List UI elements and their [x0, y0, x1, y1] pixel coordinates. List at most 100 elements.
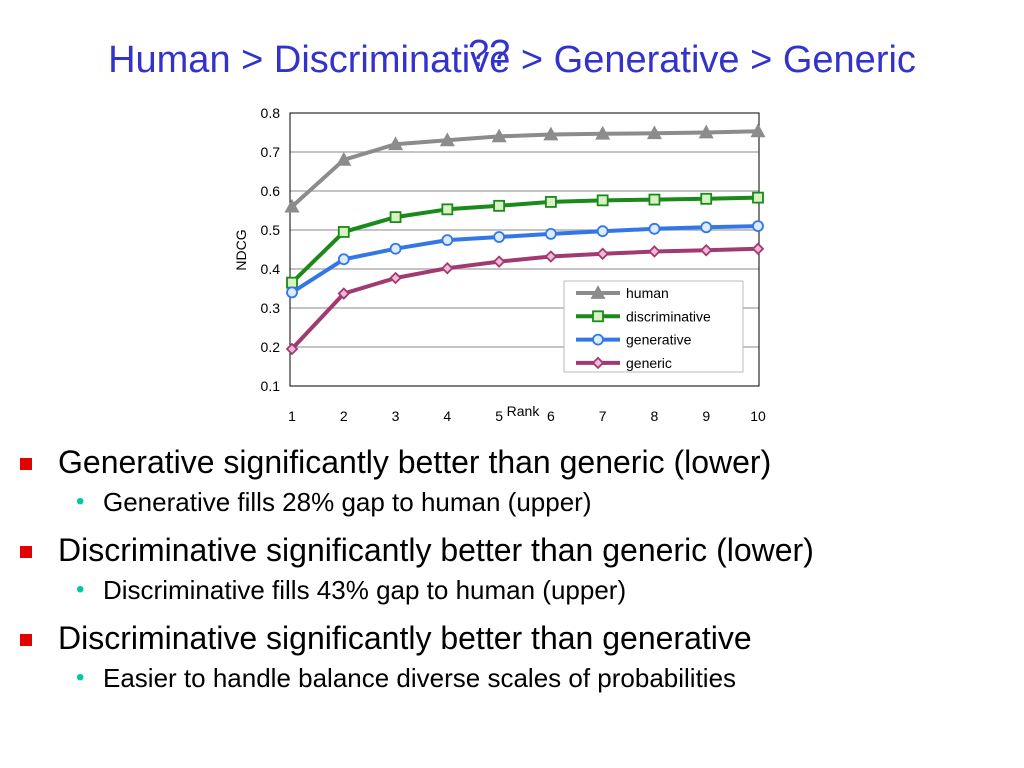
data-point-generic — [699, 244, 713, 257]
sub-bullet-text: Discriminative fills 43% gap to human (u… — [103, 575, 627, 605]
data-point-generative — [337, 253, 350, 266]
data-point-discriminative — [441, 203, 454, 216]
data-point-generic — [751, 242, 765, 255]
y-tick-label: 0.6 — [261, 183, 281, 199]
data-point-generative — [700, 221, 713, 234]
ndcg-chart: 0.1 0.2 0.3 0.4 0.5 0.6 0.7 0.8 1 2 3 4 5 6 7 8 9 10 NDC… — [233, 105, 766, 424]
data-point-human — [646, 125, 662, 140]
data-point-generic — [544, 250, 558, 263]
data-point-discriminative — [544, 196, 557, 208]
bullet-list: Generative significantly better than gen… — [0, 440, 1024, 704]
x-tick-labels: 1 2 3 4 5 6 7 8 9 10 — [288, 408, 766, 424]
y-axis-label: NDCG — [233, 229, 249, 270]
data-point-human — [491, 128, 507, 143]
y-tick-label: 0.2 — [261, 339, 281, 355]
series-line-discriminative — [290, 195, 759, 285]
bullet-marker-icon — [20, 634, 32, 646]
data-point-discriminative — [596, 194, 609, 207]
data-point-generative — [286, 286, 298, 299]
legend-marker-icon — [591, 356, 605, 370]
legend-items: human discriminative generative generic — [576, 285, 711, 371]
sub-bullet-dot-icon: • — [76, 488, 85, 515]
legend-item-human: human — [576, 285, 669, 301]
data-point-human — [595, 125, 611, 140]
legend-item-generative: generative — [576, 332, 692, 348]
data-point-generic — [596, 247, 609, 261]
legend-label: generic — [626, 355, 672, 371]
legend-marker-icon — [590, 285, 606, 299]
x-tick-label: 9 — [702, 408, 710, 424]
series-line-human — [290, 129, 759, 209]
data-point-discriminative — [337, 226, 350, 238]
legend-item-discriminative: discriminative — [576, 308, 711, 324]
data-point-discriminative — [752, 191, 764, 204]
y-tick-label: 0.5 — [261, 222, 281, 238]
data-point-human — [284, 198, 300, 213]
bullet-marker-icon — [20, 546, 32, 558]
x-tick-label: 3 — [392, 408, 400, 424]
bullet-item: Discriminative significantly better than… — [0, 528, 1024, 572]
bullet-text: Discriminative significantly better than… — [58, 620, 752, 656]
legend: human discriminative generative generic — [563, 280, 744, 373]
title-overlay-mark: ?? — [468, 33, 511, 75]
series-layer — [284, 123, 766, 356]
series-human — [284, 123, 766, 213]
data-point-generative — [493, 231, 506, 243]
x-tick-label: 1 — [288, 408, 296, 424]
data-point-human — [388, 136, 404, 151]
series-line-generative — [290, 224, 759, 295]
x-tick-label: 4 — [443, 408, 451, 424]
y-tick-label: 0.1 — [261, 378, 281, 394]
data-point-generic — [285, 342, 299, 356]
sub-bullet-item: • Discriminative fills 43% gap to human … — [0, 572, 1024, 608]
sub-bullet-item: • Generative fills 28% gap to human (upp… — [0, 484, 1024, 520]
series-discriminative — [286, 191, 764, 289]
data-point-human — [750, 123, 766, 138]
sub-bullet-dot-icon: • — [76, 664, 85, 691]
bullet-marker-icon — [20, 458, 32, 470]
x-tick-label: 6 — [547, 408, 555, 424]
data-point-discriminative — [648, 193, 661, 206]
data-point-generative — [441, 234, 454, 247]
legend-label: human — [626, 285, 669, 301]
data-point-generic — [441, 261, 454, 275]
data-point-generic — [337, 287, 351, 300]
x-tick-label: 5 — [495, 408, 503, 424]
legend-label: discriminative — [626, 308, 711, 324]
data-point-generative — [648, 222, 661, 235]
x-tick-label: 10 — [750, 408, 766, 424]
data-point-generic — [492, 255, 506, 268]
y-tick-label: 0.8 — [261, 105, 281, 121]
legend-marker-icon — [592, 310, 604, 323]
series-line-generic — [290, 246, 759, 351]
sub-bullet-item: • Easier to handle balance diverse scale… — [0, 660, 1024, 696]
data-point-generative — [596, 225, 609, 238]
bullet-item: Generative significantly better than gen… — [0, 440, 1024, 484]
y-tick-label: 0.4 — [261, 261, 281, 277]
data-point-human — [543, 126, 559, 141]
sub-bullet-text: Easier to handle balance diverse scales … — [103, 663, 737, 693]
y-tick-label: 0.3 — [261, 300, 281, 316]
bullet-item: Discriminative significantly better than… — [0, 616, 1024, 660]
sub-bullet-dot-icon: • — [76, 576, 85, 603]
y-tick-labels: 0.1 0.2 0.3 0.4 0.5 0.6 0.7 0.8 — [261, 105, 281, 394]
slide-title: Human > Discriminative > Generative > Ge… — [108, 39, 916, 81]
series-generic — [285, 242, 765, 356]
data-point-discriminative — [389, 211, 402, 224]
data-point-human — [336, 151, 352, 166]
bullet-text: Discriminative significantly better than… — [58, 532, 814, 568]
bullet-text: Generative significantly better than gen… — [58, 444, 772, 480]
data-point-human — [439, 132, 455, 147]
x-tick-label: 8 — [651, 408, 659, 424]
data-point-generative — [544, 227, 557, 240]
data-point-generic — [648, 245, 661, 258]
data-point-generative — [752, 220, 764, 233]
legend-item-generic: generic — [576, 355, 672, 371]
legend-marker-icon — [592, 333, 604, 346]
series-generative — [286, 220, 764, 299]
data-point-generic — [389, 271, 402, 285]
data-point-human — [698, 124, 714, 139]
data-point-discriminative — [493, 199, 506, 212]
data-point-generative — [389, 242, 402, 255]
sub-bullet-text: Generative fills 28% gap to human (upper… — [103, 487, 592, 517]
